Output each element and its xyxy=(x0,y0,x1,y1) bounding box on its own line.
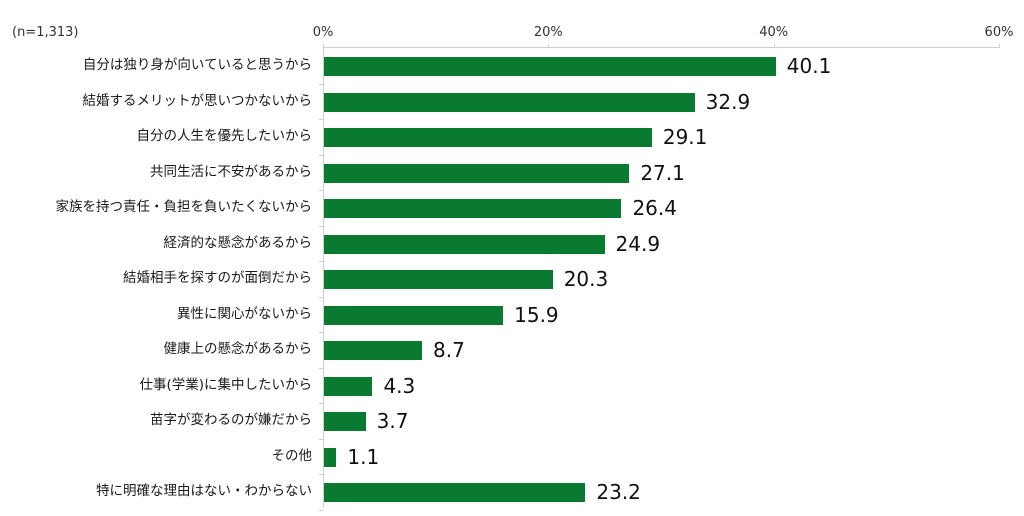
bar-row: 仕事(学業)に集中したいから 4.3 xyxy=(0,368,1024,404)
category-label: 苗字が変わるのが嫌だから xyxy=(150,412,312,428)
value-label: 1.1 xyxy=(347,444,380,469)
bar-row: 自分の人生を優先したいから 29.1 xyxy=(0,119,1024,156)
category-label: 結婚するメリットが思いつかないから xyxy=(82,92,313,109)
value-label: 15.9 xyxy=(514,302,559,327)
category-label: 家族を持つ責任・負担を負いたくないから xyxy=(55,199,313,215)
y-tick-mark xyxy=(319,332,323,333)
bar xyxy=(324,57,776,76)
y-tick-mark xyxy=(319,474,323,475)
bar xyxy=(324,199,622,218)
category-label: 特に明確な理由はない・わからない xyxy=(96,483,312,499)
value-label: 24.9 xyxy=(615,231,661,256)
y-tick-mark xyxy=(319,438,323,440)
bar-row: 異性に関心がないから 15.9 xyxy=(0,297,1024,333)
value-label: 26.4 xyxy=(632,196,677,220)
y-tick-mark xyxy=(319,296,323,298)
bar xyxy=(324,270,553,289)
category-label: 異性に関心がないから xyxy=(177,305,312,322)
bar xyxy=(324,447,337,467)
value-label: 27.1 xyxy=(640,160,685,185)
y-tick-mark xyxy=(319,119,323,120)
bar-row: 苗字が変わるのが嫌だから 3.7 xyxy=(0,403,1024,440)
x-tick-mark xyxy=(773,44,775,48)
bar xyxy=(324,163,630,183)
y-tick-mark xyxy=(319,83,323,85)
value-label: 4.3 xyxy=(383,373,416,398)
x-tick-label: 40% xyxy=(759,25,789,40)
y-tick-mark xyxy=(319,367,323,369)
y-tick-mark xyxy=(319,154,323,156)
bar xyxy=(324,341,423,360)
value-label: 3.7 xyxy=(376,409,409,433)
bar-row: 結婚相手を探すのが面倒だから 20.3 xyxy=(0,261,1024,298)
category-label: 自分は独り身が向いていると思うから xyxy=(82,57,312,73)
x-tick-mark xyxy=(548,44,550,48)
bar xyxy=(324,483,586,502)
bar-row: その他 1.1 xyxy=(0,439,1024,475)
category-label: 共同生活に不安があるから xyxy=(150,163,312,180)
y-axis-line xyxy=(323,47,324,507)
category-label: 健康上の懸念があるから xyxy=(163,341,313,357)
bar xyxy=(324,376,373,396)
x-axis-line xyxy=(323,47,999,48)
bar xyxy=(324,412,366,431)
bar xyxy=(324,128,652,147)
y-tick-mark xyxy=(319,190,323,191)
category-label: 結婚相手を探すのが面倒だから xyxy=(123,270,312,286)
bar-row: 家族を持つ責任・負担を負いたくないから 26.4 xyxy=(0,190,1024,227)
category-label: 自分の人生を優先したいから xyxy=(136,128,313,144)
bar xyxy=(324,92,695,112)
y-tick-mark xyxy=(319,261,323,262)
x-tick-mark xyxy=(323,44,324,48)
value-label: 20.3 xyxy=(563,267,609,291)
category-label: 経済的な懸念があるから xyxy=(163,234,313,251)
x-tick-label: 0% xyxy=(312,25,334,40)
x-tick-mark xyxy=(999,44,1000,48)
value-label: 29.1 xyxy=(662,125,708,149)
bar xyxy=(324,305,504,325)
bar-row: 自分は独り身が向いていると思うから 40.1 xyxy=(0,48,1024,85)
bar-row: 結婚するメリットが思いつかないから 32.9 xyxy=(0,84,1024,120)
bar-row: 特に明確な理由はない・わからない 23.2 xyxy=(0,474,1024,511)
bar xyxy=(324,234,605,254)
bar-row: 経済的な懸念があるから 24.9 xyxy=(0,226,1024,262)
value-label: 40.1 xyxy=(786,54,832,78)
y-tick-mark xyxy=(319,509,323,511)
value-label: 32.9 xyxy=(705,89,751,114)
bar-row: 健康上の懸念があるから 8.7 xyxy=(0,332,1024,369)
sample-size-label: (n=1,313) xyxy=(12,25,79,40)
value-label: 23.2 xyxy=(596,480,641,504)
value-label: 8.7 xyxy=(433,338,465,362)
y-tick-mark xyxy=(319,225,323,227)
category-label: その他 xyxy=(271,447,313,464)
x-tick-label: 60% xyxy=(984,25,1014,40)
x-tick-label: 20% xyxy=(533,25,563,40)
category-label: 仕事(学業)に集中したいから xyxy=(139,376,312,393)
bar-row: 共同生活に不安があるから 27.1 xyxy=(0,155,1024,191)
y-tick-mark xyxy=(319,403,323,404)
